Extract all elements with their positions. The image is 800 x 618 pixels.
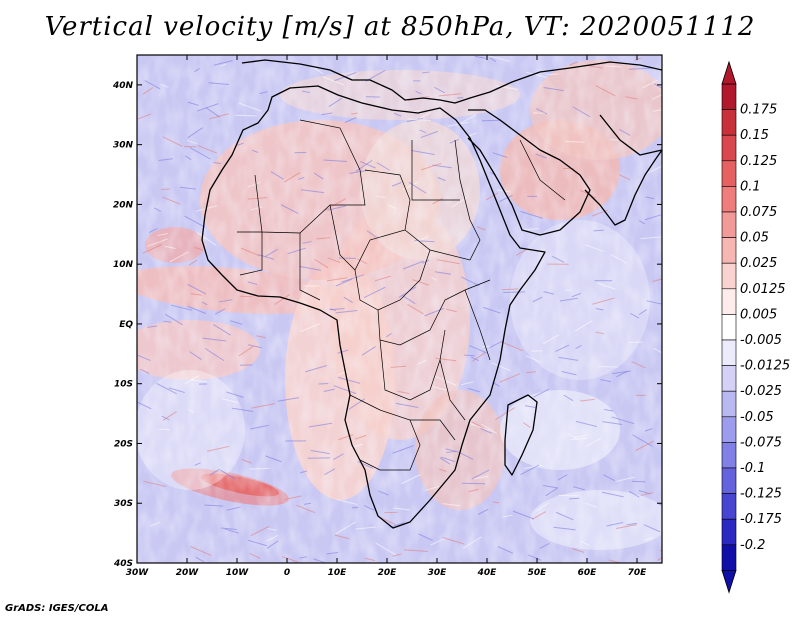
colorbar-bottom-arrow xyxy=(721,570,737,594)
colorbar-label: 0.075 xyxy=(740,205,777,220)
lat-tick-label: 40S xyxy=(113,559,133,569)
colorbar-swatch xyxy=(721,211,737,238)
grads-credit: GrADS: IGES/COLA xyxy=(5,603,109,614)
colorbar-swatch xyxy=(721,237,737,264)
colorbar-swatch xyxy=(721,186,737,213)
lat-tick-label: 20N xyxy=(113,200,134,210)
lon-tick-label: 40E xyxy=(477,568,498,578)
colorbar-label: -0.075 xyxy=(740,435,782,450)
colorbar-swatch xyxy=(721,83,737,110)
lat-tick-label: 10N xyxy=(113,260,134,270)
colorbar-label: -0.175 xyxy=(740,512,782,527)
colorbar-swatch xyxy=(721,365,737,392)
map-frame xyxy=(136,54,663,564)
colorbar-label: 0.125 xyxy=(740,154,777,169)
lon-tick-label: 30E xyxy=(428,568,448,578)
colorbar-swatch xyxy=(721,467,737,494)
colorbar-swatch xyxy=(721,262,737,290)
lat-tick-label: 30S xyxy=(114,499,133,509)
lon-tick-label: 60E xyxy=(578,568,598,578)
colorbar-swatch xyxy=(721,134,737,162)
colorbar-swatch xyxy=(721,493,737,520)
lat-tick-label: 20S xyxy=(114,439,133,449)
colorbar-swatch xyxy=(721,160,737,187)
colorbar-swatch xyxy=(721,339,737,366)
colorbar-swatch xyxy=(721,442,737,469)
colorbar-swatch xyxy=(721,544,737,571)
colorbar-swatch xyxy=(721,288,737,315)
colorbar-swatch xyxy=(721,109,737,136)
lon-tick-label: 10W xyxy=(226,568,250,578)
colorbar-label: -0.0125 xyxy=(740,359,790,374)
colorbar-label: 0.05 xyxy=(740,231,769,246)
lon-tick-label: 0 xyxy=(284,568,290,578)
country-borders xyxy=(237,119,566,471)
velocity-field xyxy=(137,55,662,563)
colorbar-swatch xyxy=(721,390,737,418)
colorbar xyxy=(721,60,737,594)
coastline xyxy=(201,59,662,529)
colorbar-label: 0.0125 xyxy=(740,282,786,297)
colorbar-label: 0.1 xyxy=(740,179,761,194)
lon-tick-label: 20E xyxy=(378,568,398,578)
lat-tick-label: 40N xyxy=(112,81,134,91)
lon-tick-label: 50E xyxy=(528,568,548,578)
lon-tick-label: 20W xyxy=(176,568,200,578)
colorbar-label: 0.175 xyxy=(740,103,777,118)
lon-tick-label: 30W xyxy=(126,568,150,578)
colorbar-top-arrow xyxy=(721,60,737,85)
colorbar-label: -0.2 xyxy=(740,538,765,553)
colorbar-label: -0.125 xyxy=(740,487,782,502)
colorbar-label: 0.15 xyxy=(740,128,769,143)
lon-tick-label: 10E xyxy=(328,568,348,578)
colorbar-label: -0.1 xyxy=(740,461,765,476)
colorbar-label: -0.025 xyxy=(740,384,782,399)
lon-tick-label: 70E xyxy=(628,568,648,578)
lat-tick-label: 10S xyxy=(114,380,133,390)
colorbar-swatch xyxy=(721,314,737,341)
colorbar-swatch xyxy=(721,416,737,443)
colorbar-swatch xyxy=(721,518,737,546)
colorbar-label: -0.05 xyxy=(740,410,774,425)
map-title: Vertical velocity [m/s] at 850hPa, VT: 2… xyxy=(44,12,756,42)
colorbar-label: 0.005 xyxy=(740,307,777,322)
colorbar-label: 0.025 xyxy=(740,256,777,271)
lat-tick-label: 30N xyxy=(113,141,134,151)
lat-tick-label: EQ xyxy=(119,320,133,330)
colorbar-label: -0.005 xyxy=(740,333,782,348)
